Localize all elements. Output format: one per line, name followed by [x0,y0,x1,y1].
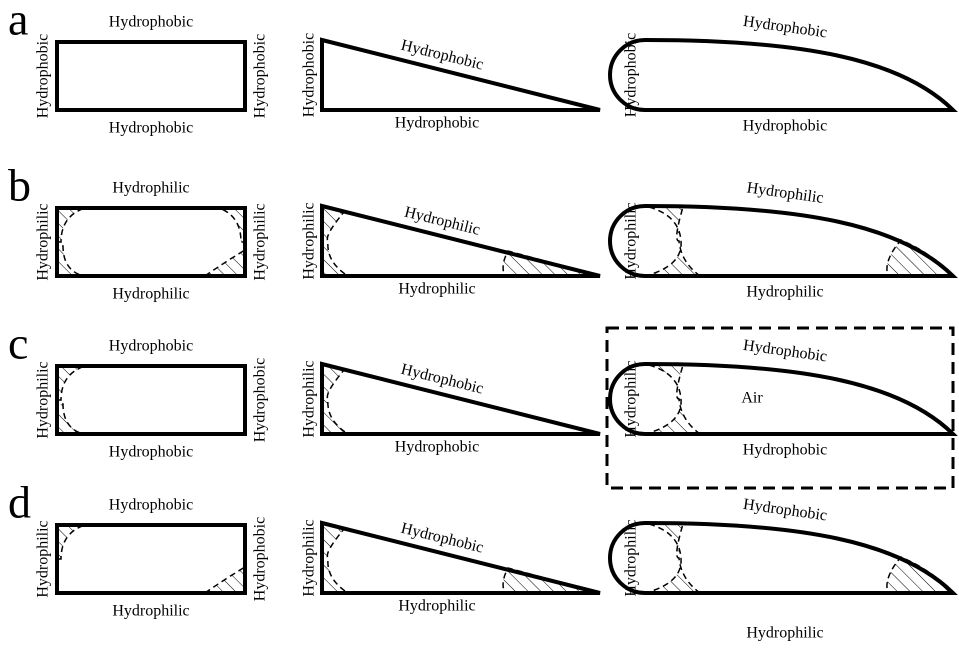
row-letter: d [8,477,31,528]
row-letter: c [8,318,28,369]
wet-region [322,206,348,276]
wall-label: Hydrophilic [35,203,52,280]
wet-region [645,206,700,276]
wet-region [887,240,953,276]
wall-label: Hydrophobic [109,120,193,137]
wet-region [322,364,348,434]
wet-region [645,523,700,593]
wet-region [57,246,83,276]
wet-region [57,404,83,434]
wall-label: Hydrophilic [252,203,269,280]
wall-label: Hydrophobic [35,34,52,118]
wall-label: Hydrophilic [746,284,823,301]
row-letter: a [8,0,28,45]
wall-label: Hydrophobic [395,115,479,132]
wall-label: Hydrophilic [623,360,640,437]
figure: a Hydrophobic Hydrophobic Hydrophobic Hydrop… [0,0,959,648]
wet-region [205,567,245,593]
wall-label: Hydrophilic [623,519,640,596]
wall-label: Hydrophilic [746,179,825,207]
wet-region [205,250,245,276]
wall-label: Hydrophilic [301,360,318,437]
wall-label: Hydrophobic [399,37,485,74]
wall-label: Hydrophobic [399,520,485,557]
wall-label: Hydrophilic [623,202,640,279]
wall-label: Hydrophilic [301,202,318,279]
channel-curved [610,40,953,110]
wet-region [645,364,700,434]
wall-label: Hydrophobic [301,33,318,117]
wall-label: Hydrophobic [742,13,828,42]
wet-region [887,557,953,593]
wall-label: Hydrophobic [109,497,193,514]
wet-region [57,525,85,559]
wall-label: Hydrophobic [109,14,193,31]
wall-label: Hydrophobic [742,337,828,366]
wall-label: Hydrophobic [252,34,269,118]
air-label: Air [741,390,763,407]
wall-label: Hydrophobic [623,33,640,117]
wet-region [57,366,85,400]
wall-label: Hydrophobic [399,361,485,398]
channel-rect [57,42,245,110]
wall-label: Hydrophilic [301,519,318,596]
channel-rect [57,366,245,434]
wall-label: Hydrophobic [109,338,193,355]
wall-label: Hydrophobic [109,444,193,461]
wall-label: Hydrophobic [252,358,269,442]
row-letter: b [8,160,31,211]
wet-region [219,208,245,242]
wall-label: Hydrophilic [403,204,482,239]
channel-curved [610,364,953,434]
wet-region [57,208,85,242]
wall-label: Hydrophilic [398,598,475,615]
wall-label: Hydrophilic [35,361,52,438]
wall-label: Hydrophilic [746,625,823,642]
wet-region [322,523,348,593]
channel-rect [57,208,245,276]
wall-label: Hydrophilic [112,180,189,197]
wall-label: Hydrophobic [743,118,827,135]
wall-label: Hydrophilic [35,520,52,597]
wall-label: Hydrophobic [252,517,269,601]
wall-label: Hydrophobic [743,442,827,459]
wall-label: Hydrophilic [112,286,189,303]
channel-rect [57,525,245,593]
wall-label: Hydrophilic [112,603,189,620]
wall-label: Hydrophobic [395,439,479,456]
wall-label: Hydrophobic [742,496,828,525]
wall-label: Hydrophilic [398,281,475,298]
